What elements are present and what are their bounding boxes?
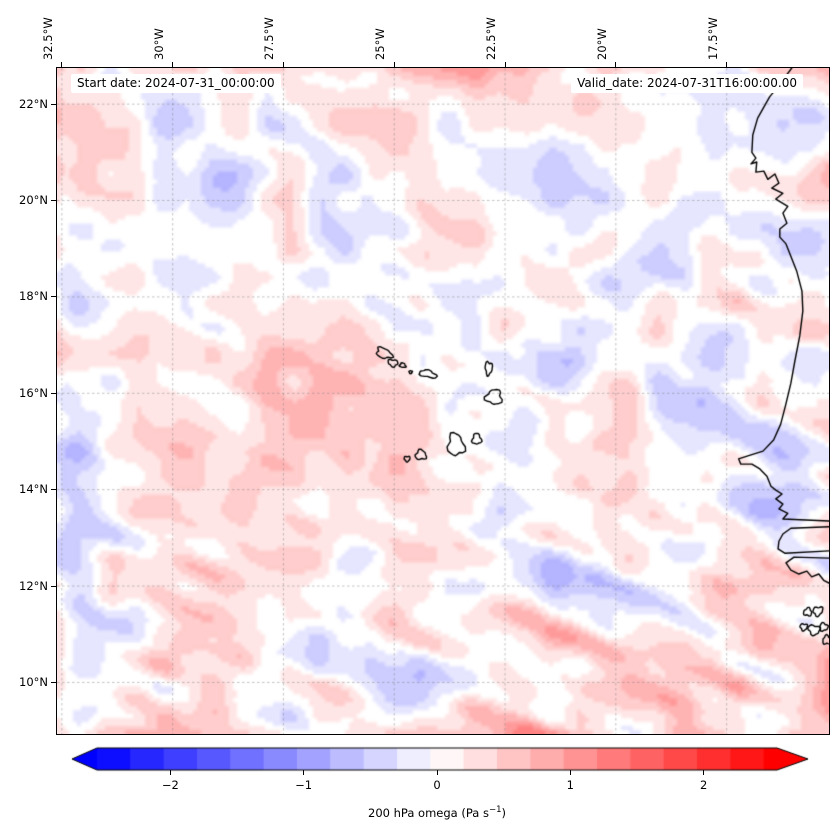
colorbar-tick-label: −2 — [161, 778, 179, 792]
lat-tick-label: 12°N — [19, 578, 48, 593]
lon-tick-label: 27.5°W — [262, 17, 277, 60]
lat-tick-label: 18°N — [19, 289, 48, 304]
valid-date-label: Valid_date: 2024-07-31T16:00:00.00 — [571, 74, 803, 93]
lat-tick-label: 22°N — [19, 96, 48, 111]
colorbar-tick-label: 2 — [699, 778, 708, 792]
start-date-label: Start date: 2024-07-31_00:00:00 — [71, 74, 281, 93]
lat-tick-label: 10°N — [19, 674, 48, 689]
lon-tick-label: 30°W — [151, 28, 166, 60]
colorbar-label: 200 hPa omega (Pa s−1) — [137, 803, 737, 821]
colorbar-tick-label: −1 — [295, 778, 313, 792]
lat-tick-label: 14°N — [19, 482, 48, 497]
lon-tick-label: 20°W — [594, 28, 609, 60]
colorbar-label-suffix: ) — [501, 805, 506, 820]
colorbar-label-text: 200 hPa omega (Pa s — [368, 805, 489, 820]
omega-field-canvas — [57, 68, 829, 734]
colorbar-tick-label: 1 — [566, 778, 574, 792]
lon-tick-label: 25°W — [373, 28, 388, 60]
colorbar — [70, 746, 812, 773]
lat-tick-label: 16°N — [19, 385, 48, 400]
colorbar-label-sup: −1 — [488, 805, 502, 815]
colorbar-tick-label: 0 — [433, 778, 441, 792]
lat-tick-label: 20°N — [19, 193, 48, 208]
map-plot: Start date: 2024-07-31_00:00:00 Valid_da… — [56, 67, 830, 735]
lon-tick-label: 32.5°W — [40, 17, 55, 60]
lon-tick-label: 22.5°W — [484, 17, 499, 60]
lon-tick-label: 17.5°W — [705, 17, 720, 60]
